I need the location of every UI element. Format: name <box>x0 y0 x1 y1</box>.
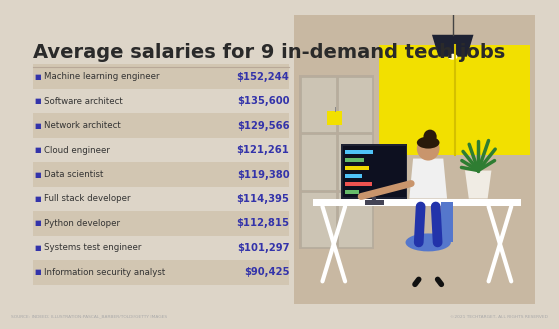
Polygon shape <box>432 35 473 57</box>
Bar <box>345 158 364 162</box>
Text: ©2021 TECHTARGET, ALL RIGHTS RESERVED: ©2021 TECHTARGET, ALL RIGHTS RESERVED <box>450 315 548 319</box>
Text: ■: ■ <box>35 147 41 153</box>
Bar <box>379 45 530 155</box>
Bar <box>345 174 362 178</box>
Ellipse shape <box>417 137 439 149</box>
Text: ■: ■ <box>35 196 41 202</box>
Text: Average salaries for 9 in-demand tech jobs: Average salaries for 9 in-demand tech jo… <box>32 43 505 62</box>
Text: Data scientist: Data scientist <box>44 170 103 179</box>
Polygon shape <box>409 159 447 198</box>
Bar <box>313 198 520 207</box>
Bar <box>294 15 535 304</box>
Bar <box>338 192 372 247</box>
Bar <box>345 190 359 193</box>
Text: ■: ■ <box>35 123 41 129</box>
Bar <box>338 77 372 132</box>
Bar <box>32 260 290 285</box>
Text: $152,244: $152,244 <box>236 72 290 82</box>
Bar <box>345 182 372 186</box>
Text: Python developer: Python developer <box>44 219 120 228</box>
Bar <box>32 211 290 236</box>
Bar <box>345 150 373 154</box>
Text: Cloud engineer: Cloud engineer <box>44 145 110 155</box>
Text: $129,566: $129,566 <box>237 121 290 131</box>
Text: SOURCE: INDEED; ILLUSTRATION:PASCAL_BARBER/TOLDI/GETTY IMAGES: SOURCE: INDEED; ILLUSTRATION:PASCAL_BARB… <box>11 315 167 319</box>
Text: $112,815: $112,815 <box>236 218 290 228</box>
Text: Information security analyst: Information security analyst <box>44 268 165 277</box>
Circle shape <box>424 130 437 143</box>
Bar <box>327 111 342 125</box>
Text: $119,380: $119,380 <box>237 169 290 180</box>
Bar <box>338 134 372 190</box>
Text: ■: ■ <box>35 98 41 104</box>
Text: ■: ■ <box>35 245 41 251</box>
Bar <box>301 77 335 132</box>
Text: $114,395: $114,395 <box>236 194 290 204</box>
Bar <box>301 192 335 247</box>
Text: Systems test engineer: Systems test engineer <box>44 243 141 252</box>
Bar <box>365 200 384 206</box>
Bar <box>342 143 408 198</box>
Text: ■: ■ <box>35 74 41 80</box>
Text: Software architect: Software architect <box>44 97 123 106</box>
Bar <box>299 75 375 249</box>
Bar <box>442 202 453 242</box>
Bar <box>343 146 405 196</box>
Text: ■: ■ <box>35 269 41 275</box>
Bar <box>301 134 335 190</box>
Circle shape <box>417 137 439 161</box>
Text: $101,297: $101,297 <box>237 243 290 253</box>
Text: $121,261: $121,261 <box>236 145 290 155</box>
Ellipse shape <box>405 234 451 251</box>
Text: ■: ■ <box>35 220 41 226</box>
Bar <box>345 166 369 169</box>
Bar <box>32 162 290 187</box>
Bar <box>32 64 290 89</box>
Text: ■: ■ <box>35 171 41 178</box>
Ellipse shape <box>448 54 457 60</box>
Text: $135,600: $135,600 <box>237 96 290 106</box>
Polygon shape <box>465 170 491 198</box>
Text: Network architect: Network architect <box>44 121 121 130</box>
Text: $90,425: $90,425 <box>244 267 290 277</box>
Text: Full stack developer: Full stack developer <box>44 194 130 204</box>
Bar <box>32 114 290 138</box>
Text: Machine learning engineer: Machine learning engineer <box>44 72 159 81</box>
